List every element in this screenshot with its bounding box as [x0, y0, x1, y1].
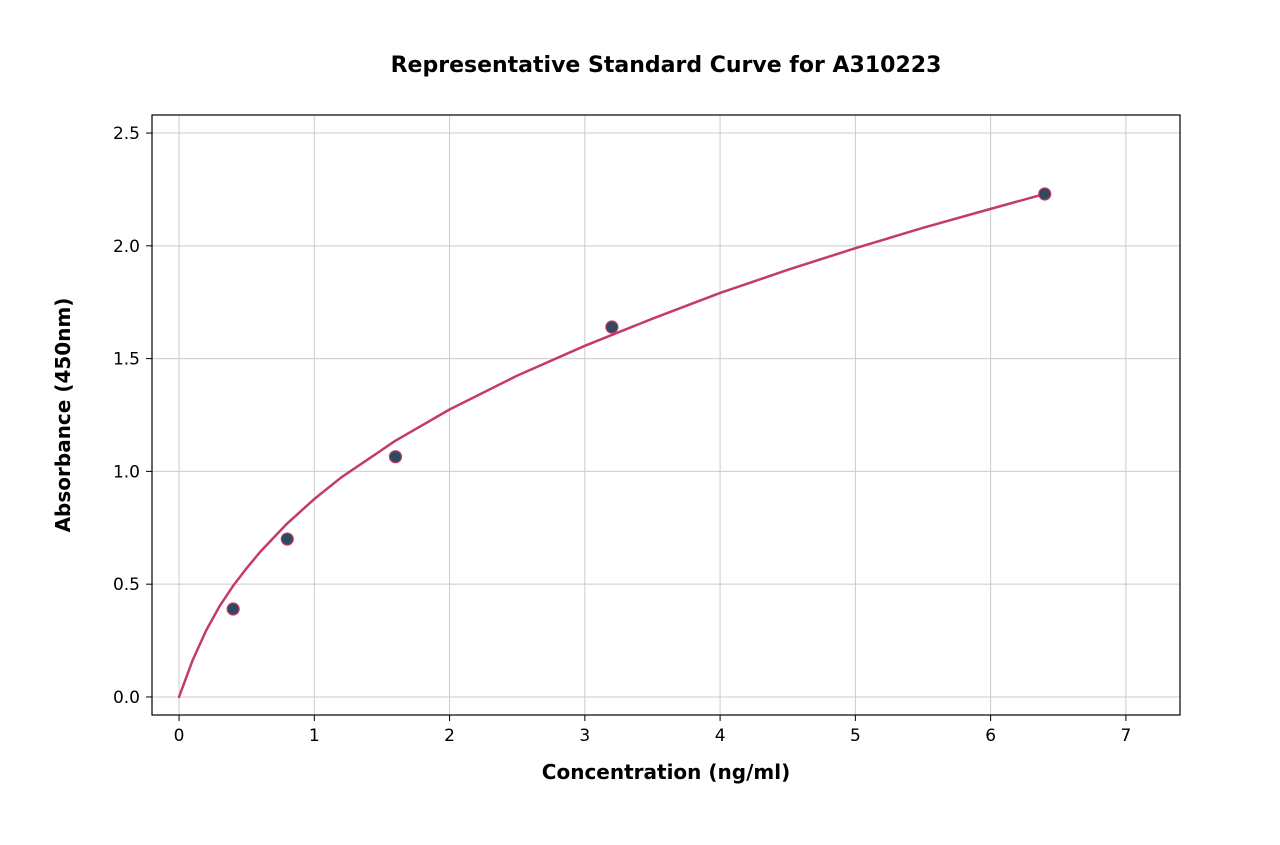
chart-title: Representative Standard Curve for A31022… — [391, 53, 942, 78]
y-tick-label: 2.5 — [113, 124, 140, 144]
data-point — [281, 533, 293, 545]
y-tick-label: 1.0 — [113, 462, 140, 482]
x-tick-label: 3 — [579, 726, 590, 746]
y-tick-label: 0.0 — [113, 688, 140, 708]
data-point — [389, 451, 401, 463]
x-tick-label: 2 — [444, 726, 455, 746]
x-tick-label: 0 — [174, 726, 185, 746]
x-axis-label: Concentration (ng/ml) — [542, 760, 790, 784]
chart-container: 0 1 2 3 4 5 6 7 0.0 0.5 1.0 1.5 2.0 2.5 Representative… — [0, 0, 1280, 845]
x-tick-label: 6 — [985, 726, 996, 746]
y-tick-label: 2.0 — [113, 237, 140, 257]
standard-curve-chart: 0 1 2 3 4 5 6 7 0.0 0.5 1.0 1.5 2.0 2.5 Representative… — [0, 0, 1280, 845]
y-tick-label: 0.5 — [113, 575, 140, 595]
data-point — [606, 321, 618, 333]
x-tick-label: 7 — [1120, 726, 1131, 746]
fitted-curve — [179, 194, 1045, 697]
plot-border — [152, 115, 1180, 715]
data-point — [227, 603, 239, 615]
y-axis-label: Absorbance (450nm) — [51, 298, 75, 533]
x-tick-label: 4 — [715, 726, 726, 746]
x-tick-label: 1 — [309, 726, 320, 746]
data-point — [1039, 188, 1051, 200]
y-tick-label: 1.5 — [113, 350, 140, 370]
x-tick-label: 5 — [850, 726, 861, 746]
